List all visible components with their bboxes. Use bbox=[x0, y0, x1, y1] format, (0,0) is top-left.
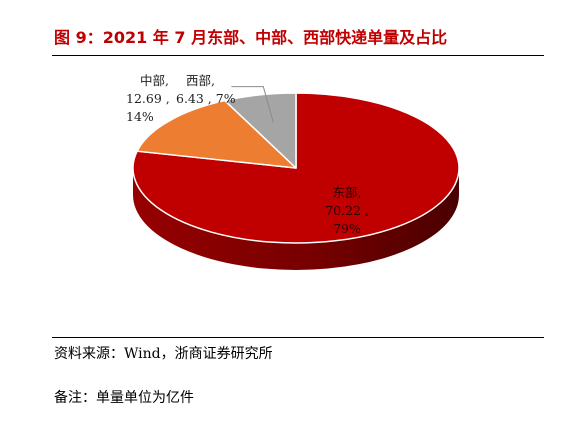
source-divider bbox=[52, 337, 544, 338]
pie-labels: 东部, 70.22 , 79% 中部, 12.69 , 14% 西部, 6.43 , 7% bbox=[126, 73, 369, 236]
data-label-west-line-2: 6.43 , 7% bbox=[176, 91, 236, 106]
data-label-central-line-3: 14% bbox=[126, 109, 154, 124]
data-label-east-line-2: 70.22 , bbox=[325, 203, 369, 218]
figure-title: 图 9：2021 年 7 月东部、中部、西部快递单量及占比 bbox=[54, 28, 448, 47]
title-divider bbox=[52, 55, 544, 56]
source-note: 资料来源：Wind，浙商证券研究所 bbox=[54, 346, 273, 362]
unit-note: 备注：单量单位为亿件 bbox=[54, 390, 194, 406]
pie-sides bbox=[133, 168, 459, 270]
data-label-central-line-1: 中部, bbox=[140, 73, 169, 88]
pie-side-east bbox=[133, 168, 459, 270]
pie-slice-central bbox=[136, 99, 297, 169]
data-label-central-line-2: 12.69 , bbox=[126, 91, 170, 106]
pie-chart: 东部, 70.22 , 79% 中部, 12.69 , 14% 西部, 6.43 , 7% bbox=[126, 73, 460, 270]
pie-leaders bbox=[231, 86, 274, 123]
data-label-central: 中部, 12.69 , 14% bbox=[126, 73, 170, 124]
data-label-east-line-3: 79% bbox=[333, 221, 361, 236]
data-label-east: 东部, 70.22 , 79% bbox=[325, 185, 369, 236]
pie-slice-west bbox=[224, 92, 297, 169]
data-label-east-line-1: 东部, bbox=[333, 185, 362, 200]
data-label-west-line-1: 西部, bbox=[186, 73, 215, 88]
data-label-west: 西部, 6.43 , 7% bbox=[176, 73, 236, 106]
west-leader-line bbox=[231, 86, 274, 123]
pie-tops bbox=[132, 92, 460, 244]
